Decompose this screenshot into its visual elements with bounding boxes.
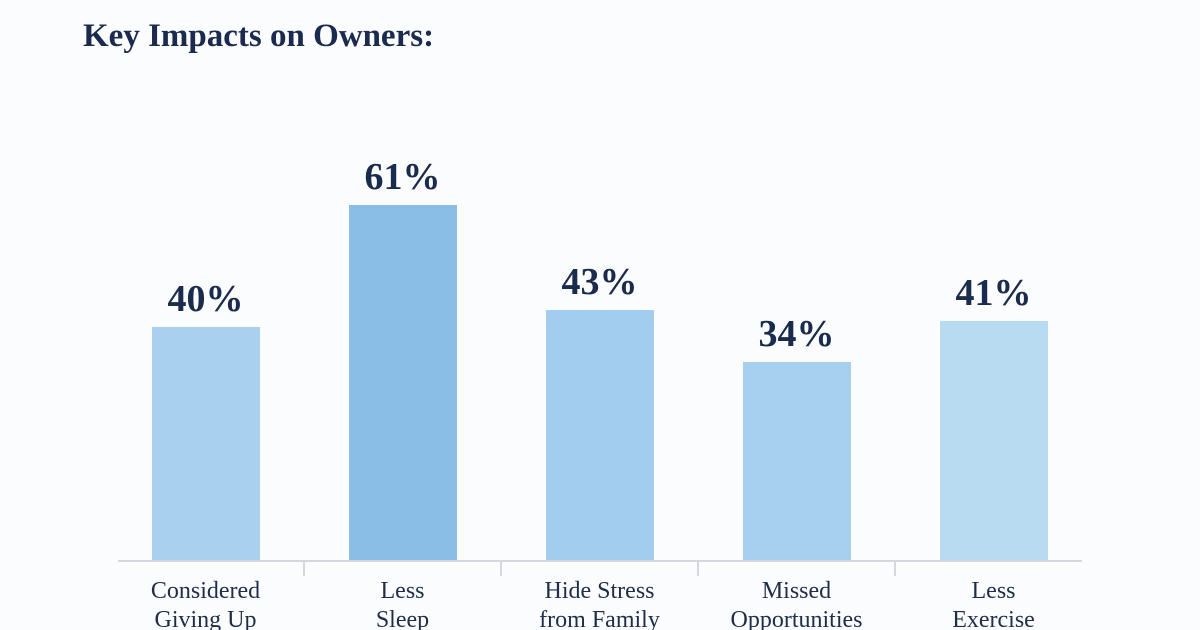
axis-separator (303, 562, 305, 576)
x-tick-label-line: Opportunities (730, 607, 863, 630)
x-tick-label: Less Exercise (894, 577, 1094, 630)
x-tick-label-line: Hide Stress (544, 578, 655, 604)
axis-separator (894, 562, 896, 576)
x-tick-label-line: Exercise (952, 607, 1035, 630)
x-tick-label: Considered Giving Up (106, 577, 306, 630)
bar (545, 309, 654, 560)
x-tick-label: Missed Opportunities (697, 577, 897, 630)
x-tick-label-line: Considered (150, 578, 261, 604)
value-label: 40% (167, 278, 244, 321)
x-tick-label-line: Giving Up (154, 607, 257, 630)
axis-separator (500, 562, 502, 576)
value-label: 41% (955, 272, 1032, 315)
axis-separator (697, 562, 699, 576)
bar (151, 327, 260, 560)
x-tick-label-line: Sleep (375, 607, 430, 630)
x-tick-label-line: Less (971, 578, 1016, 604)
bar (742, 362, 851, 560)
bar (939, 321, 1048, 560)
axis-line (118, 560, 1082, 562)
chart-title: Key Impacts on Owners: (83, 18, 435, 54)
x-tick-label-line: Less (380, 578, 425, 604)
value-label: 34% (758, 313, 835, 356)
bar (348, 205, 457, 560)
x-tick-label: Hide Stress from Family (500, 577, 700, 630)
x-tick-label: Less Sleep (303, 577, 503, 630)
x-tick-label-line: Missed (761, 578, 832, 604)
value-label: 43% (561, 260, 638, 303)
value-label: 61% (364, 156, 441, 198)
x-tick-label-line: from Family (539, 607, 660, 630)
